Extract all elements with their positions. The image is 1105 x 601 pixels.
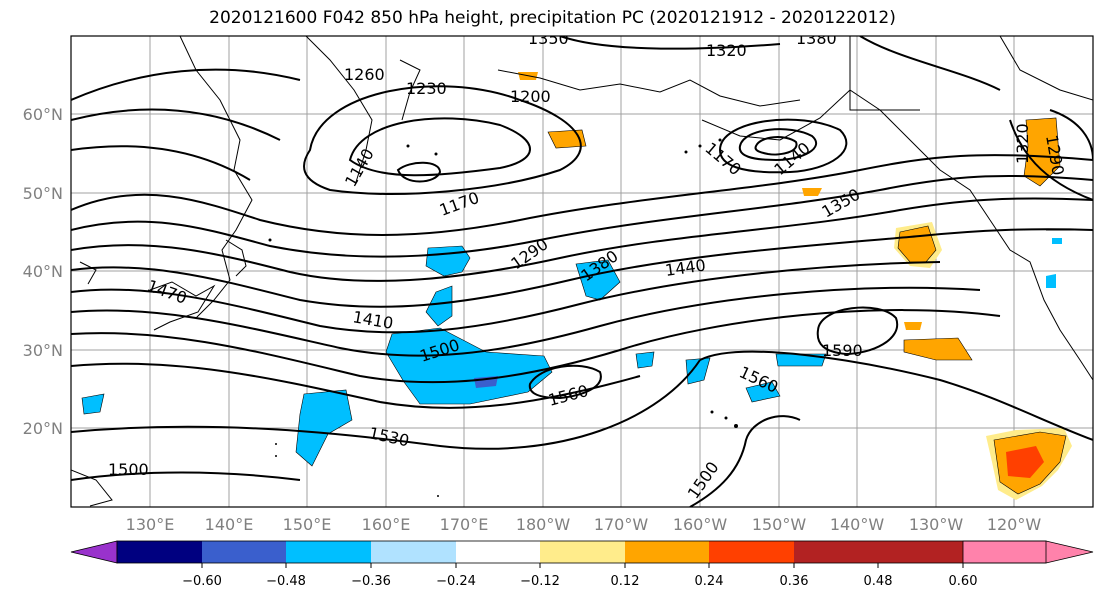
colorbar-bin <box>878 541 963 563</box>
contour-label: 1380 <box>796 29 837 48</box>
colorbar-tick-label: 0.24 <box>695 574 724 589</box>
colorbar-tick-label: 0.48 <box>864 574 893 589</box>
lon-label: 130°W <box>909 515 964 534</box>
lat-label: 20°N <box>23 419 63 438</box>
lat-label: 60°N <box>23 105 63 124</box>
colorbar-tick-labels: −0.60 −0.48 −0.36 −0.24 −0.12 0.12 0.24 … <box>182 574 977 589</box>
lon-label: 120°W <box>987 515 1042 534</box>
colorbar-tick-label: −0.12 <box>520 574 560 589</box>
islands <box>268 138 738 497</box>
colorbar-extend-right <box>962 540 1094 564</box>
precipitation-shading <box>81 72 1072 500</box>
colorbar-tick-label: 0.60 <box>949 574 978 589</box>
map-border <box>70 35 1094 508</box>
colorbar-bin <box>540 541 625 563</box>
height-contours <box>71 36 1093 507</box>
colorbar-bin <box>371 541 456 563</box>
lon-label: 170°W <box>594 515 649 534</box>
contour-label: 1320 <box>1013 123 1032 164</box>
colorbar-tick-label: 0.36 <box>780 574 809 589</box>
colorbar-tick-label: −0.48 <box>266 574 306 589</box>
colorbar-bin <box>202 541 286 563</box>
lon-label: 160°W <box>673 515 728 534</box>
colorbar-bin <box>625 541 709 563</box>
lat-label: 50°N <box>23 184 63 203</box>
lat-label: 40°N <box>23 262 63 281</box>
colorbar-bin <box>456 541 540 563</box>
contour-label: 1320 <box>706 41 747 60</box>
colorbar-outline <box>116 540 1047 564</box>
graticule <box>71 36 1093 507</box>
colorbar-tick-label: −0.24 <box>436 574 476 589</box>
contour-label: 1590 <box>822 341 863 360</box>
contour-label: 1260 <box>344 65 385 84</box>
colorbar-bin <box>286 541 371 563</box>
contour-label: 1230 <box>406 79 447 98</box>
contour-label: 1200 <box>510 87 551 106</box>
colorbar-extend-left <box>70 540 118 564</box>
latitude-labels: 60°N 50°N 40°N 30°N 20°N <box>23 105 63 438</box>
longitude-labels: 130°E 140°E 150°E 160°E 170°E 180°W 170°… <box>126 515 1042 534</box>
contour-label: 1500 <box>108 460 149 479</box>
colorbar-bin <box>794 541 878 563</box>
lon-label: 150°W <box>752 515 807 534</box>
lon-label: 140°E <box>205 515 254 534</box>
colorbar: −0.60 −0.48 −0.36 −0.24 −0.12 0.12 0.24 … <box>70 540 1094 589</box>
lon-label: 170°E <box>440 515 489 534</box>
colorbar-tick-label: 0.12 <box>611 574 640 589</box>
contour-label: 1350 <box>528 29 569 48</box>
colorbar-tick-label: −0.60 <box>182 574 222 589</box>
lon-label: 140°W <box>830 515 885 534</box>
colorbar-bin <box>117 541 202 563</box>
lon-label: 160°E <box>362 515 411 534</box>
lon-label: 180°W <box>516 515 571 534</box>
lat-label: 30°N <box>23 341 63 360</box>
colorbar-bin <box>709 541 794 563</box>
colorbar-tick-marks <box>201 563 964 568</box>
map-title: 2020121600 F042 850 hPa height, precipit… <box>209 8 896 28</box>
colorbar-tick-label: −0.36 <box>351 574 391 589</box>
lon-label: 130°E <box>126 515 175 534</box>
lon-label: 150°E <box>283 515 332 534</box>
